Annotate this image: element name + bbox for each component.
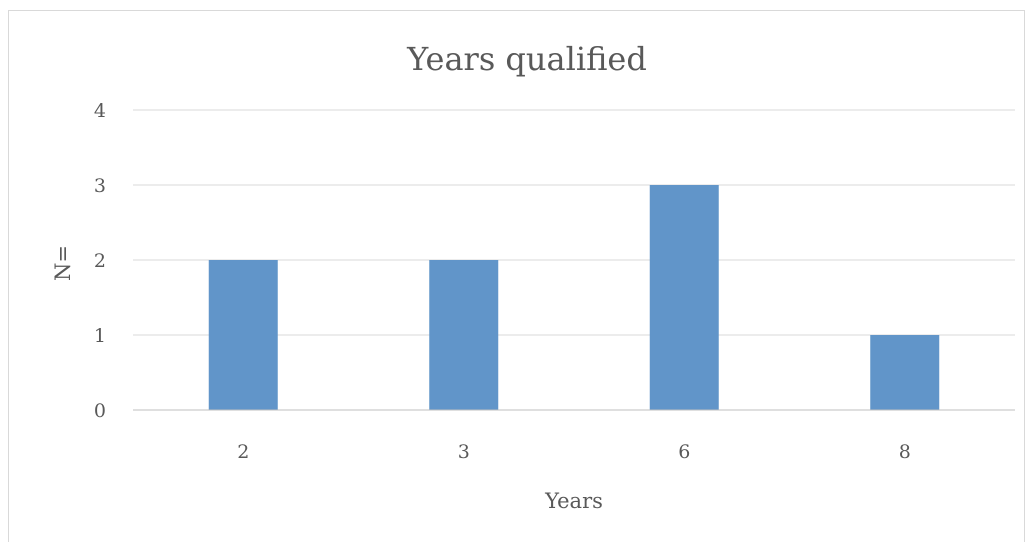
y-tick-label: 1: [94, 325, 106, 347]
x-tick-label: 2: [237, 441, 249, 463]
chart-title: Years qualified: [406, 40, 647, 78]
bars: [208, 185, 940, 410]
y-tick-label: 4: [94, 100, 106, 122]
y-tick-label: 2: [94, 250, 106, 272]
y-tick-labels: 0 1 2 3 4: [94, 100, 106, 422]
bar-8: [870, 335, 940, 410]
y-tick-label: 0: [94, 400, 106, 422]
bar-3: [429, 260, 499, 410]
x-tick-labels: 2 3 6 8: [237, 441, 911, 463]
bar-2: [208, 260, 278, 410]
bar-6: [649, 185, 719, 410]
x-tick-label: 6: [678, 441, 690, 463]
gridlines: [133, 109, 1015, 336]
x-tick-label: 3: [458, 441, 470, 463]
x-tick-label: 8: [899, 441, 911, 463]
x-axis-label: Years: [544, 489, 603, 513]
y-tick-label: 3: [94, 175, 106, 197]
chart-frame: [8, 10, 1025, 542]
y-axis-label: N=: [51, 245, 75, 281]
